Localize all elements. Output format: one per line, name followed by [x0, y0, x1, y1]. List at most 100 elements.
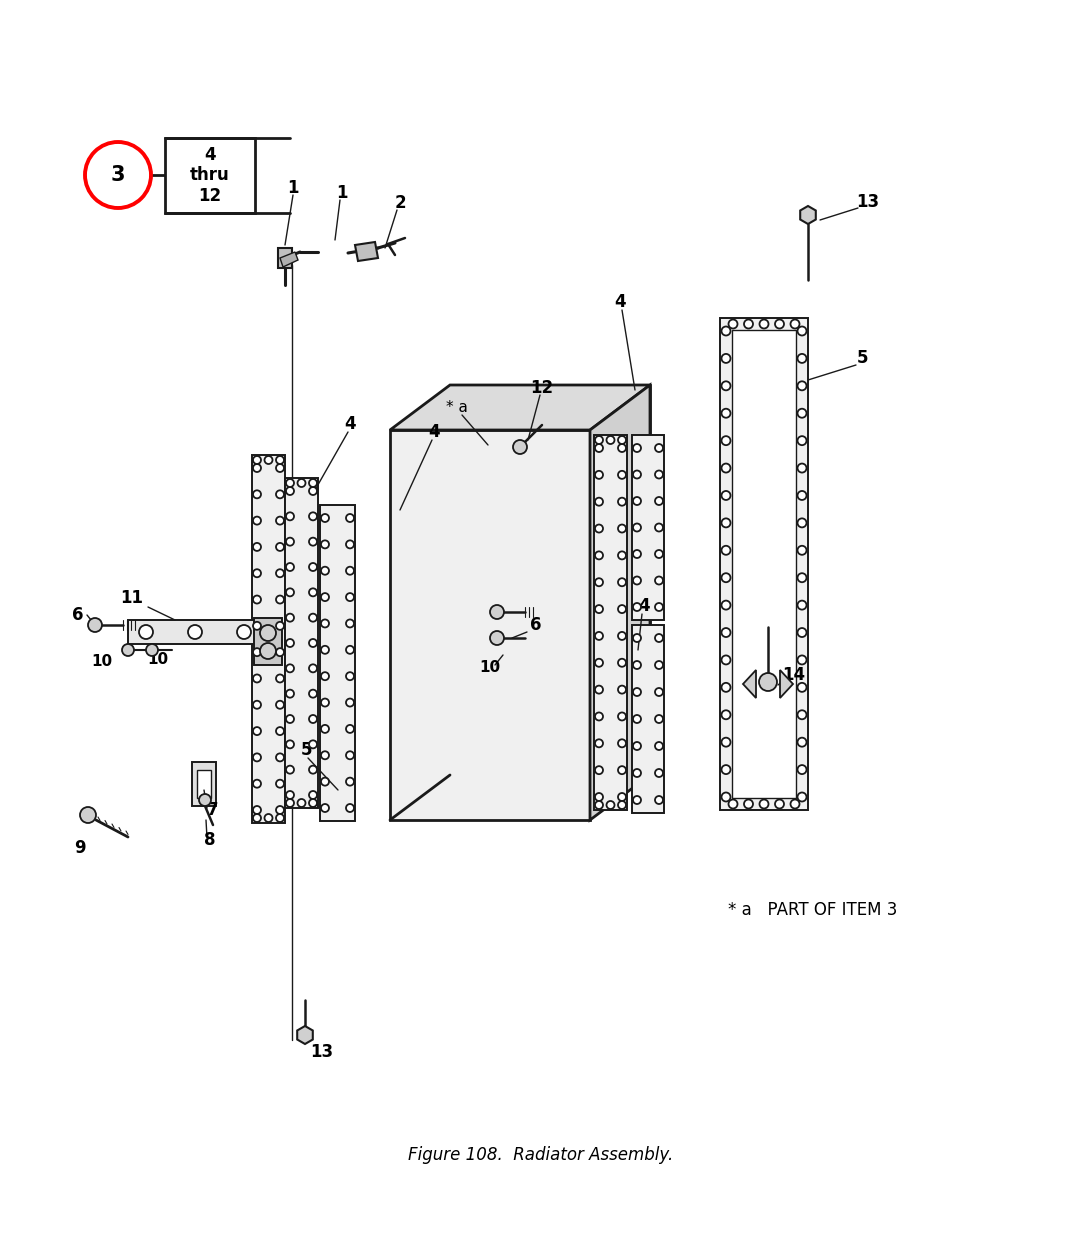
Circle shape — [122, 644, 134, 656]
Circle shape — [633, 551, 641, 558]
Circle shape — [633, 470, 641, 479]
Bar — [733, 330, 796, 798]
Circle shape — [321, 541, 329, 548]
Circle shape — [775, 320, 784, 329]
Circle shape — [309, 741, 317, 748]
Circle shape — [797, 491, 806, 500]
Circle shape — [595, 685, 603, 693]
Circle shape — [309, 664, 317, 673]
Circle shape — [276, 517, 283, 524]
Circle shape — [286, 741, 294, 748]
Circle shape — [253, 648, 261, 656]
Circle shape — [618, 524, 626, 533]
Circle shape — [797, 408, 806, 418]
Circle shape — [722, 546, 730, 554]
Circle shape — [346, 620, 354, 627]
Circle shape — [346, 751, 354, 760]
Bar — [594, 435, 626, 810]
Circle shape — [321, 593, 329, 601]
Circle shape — [276, 464, 283, 472]
Circle shape — [309, 614, 317, 621]
Circle shape — [595, 524, 603, 533]
Circle shape — [276, 727, 283, 735]
Circle shape — [346, 593, 354, 601]
Circle shape — [298, 799, 305, 806]
Text: 6: 6 — [530, 616, 542, 634]
Text: 4: 4 — [428, 423, 439, 441]
Circle shape — [618, 444, 626, 452]
Circle shape — [655, 496, 663, 505]
Circle shape — [321, 777, 329, 786]
Circle shape — [595, 471, 603, 479]
Circle shape — [791, 320, 800, 329]
Circle shape — [346, 804, 354, 811]
Circle shape — [797, 546, 806, 554]
Circle shape — [253, 814, 261, 822]
Circle shape — [758, 673, 777, 690]
Circle shape — [276, 596, 283, 604]
Bar — [254, 617, 282, 665]
Text: 3: 3 — [110, 165, 126, 185]
Circle shape — [276, 456, 283, 464]
Circle shape — [633, 523, 641, 532]
Circle shape — [722, 765, 730, 774]
Circle shape — [722, 601, 730, 610]
Circle shape — [595, 498, 603, 505]
Circle shape — [607, 436, 615, 444]
Circle shape — [253, 596, 261, 604]
Bar — [197, 770, 211, 798]
Circle shape — [346, 777, 354, 786]
Bar — [164, 139, 255, 213]
Circle shape — [321, 620, 329, 627]
Polygon shape — [278, 248, 292, 268]
Circle shape — [321, 567, 329, 575]
Circle shape — [321, 514, 329, 522]
Circle shape — [253, 753, 261, 761]
Circle shape — [618, 766, 626, 774]
Circle shape — [595, 436, 603, 444]
Circle shape — [286, 479, 294, 488]
Text: * a   PART OF ITEM 3: * a PART OF ITEM 3 — [728, 901, 897, 919]
Circle shape — [309, 799, 317, 806]
Circle shape — [722, 408, 730, 418]
Text: 6: 6 — [72, 606, 83, 624]
Circle shape — [728, 320, 738, 329]
Circle shape — [655, 551, 663, 558]
Circle shape — [309, 563, 317, 571]
Circle shape — [722, 683, 730, 692]
Circle shape — [595, 766, 603, 774]
Circle shape — [276, 543, 283, 551]
Text: 4: 4 — [615, 294, 625, 311]
Circle shape — [797, 573, 806, 582]
Circle shape — [618, 436, 626, 444]
Circle shape — [595, 740, 603, 747]
Circle shape — [655, 577, 663, 585]
Circle shape — [595, 552, 603, 559]
Text: 1: 1 — [337, 184, 347, 202]
Circle shape — [595, 793, 603, 801]
Text: 2: 2 — [394, 194, 406, 212]
Circle shape — [286, 639, 294, 646]
Text: 4
thru
12: 4 thru 12 — [190, 146, 229, 205]
Circle shape — [146, 644, 158, 656]
Circle shape — [797, 683, 806, 692]
Circle shape — [797, 711, 806, 719]
Circle shape — [655, 523, 663, 532]
Circle shape — [286, 714, 294, 723]
Text: 10: 10 — [479, 660, 501, 675]
Circle shape — [80, 806, 96, 823]
Circle shape — [309, 714, 317, 723]
Polygon shape — [280, 252, 298, 267]
Circle shape — [797, 765, 806, 774]
Circle shape — [88, 617, 102, 633]
Circle shape — [618, 552, 626, 559]
Circle shape — [138, 625, 153, 639]
Circle shape — [797, 793, 806, 801]
Circle shape — [655, 714, 663, 723]
Circle shape — [253, 806, 261, 814]
Circle shape — [276, 806, 283, 814]
Circle shape — [655, 688, 663, 696]
Text: 10: 10 — [92, 654, 113, 669]
Circle shape — [309, 479, 317, 488]
Circle shape — [633, 496, 641, 505]
